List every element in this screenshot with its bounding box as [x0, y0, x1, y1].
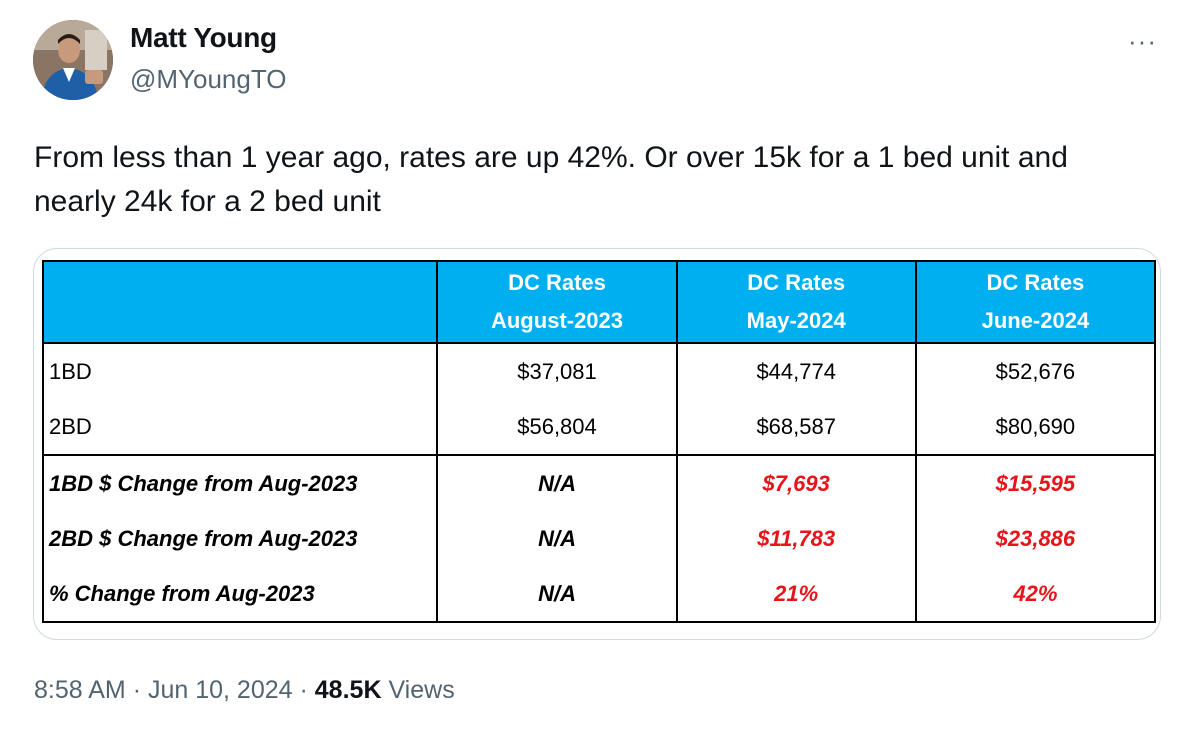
header-line1: DC Rates	[508, 270, 606, 295]
table-cell: $23,886	[914, 511, 1157, 566]
table-row: 2BD $ Change from Aug-2023 N/A $11,783 $…	[41, 511, 1157, 566]
table-row: 1BD $ Change from Aug-2023 N/A $7,693 $1…	[41, 454, 1157, 511]
tweet-meta: 8:58 AM · Jun 10, 2024 · 48.5K Views	[34, 676, 455, 705]
meta-separator: ·	[299, 676, 308, 704]
table-cell: N/A	[436, 566, 678, 623]
meta-separator: ·	[132, 676, 142, 704]
table-cell: N/A	[436, 454, 678, 511]
table-cell: $15,595	[914, 454, 1157, 511]
table-cell: 42%	[914, 566, 1157, 623]
header-cell-june-2024: DC Rates June-2024	[914, 260, 1157, 344]
row-label: % Change from Aug-2023	[41, 566, 439, 623]
row-label: 2BD $ Change from Aug-2023	[41, 511, 439, 566]
row-label: 1BD $ Change from Aug-2023	[41, 454, 439, 511]
tweet-date[interactable]: Jun 10, 2024	[147, 676, 293, 704]
table-row: 2BD $56,804 $68,587 $80,690	[41, 399, 1157, 455]
author-handle[interactable]: @MYoungTO	[130, 64, 287, 94]
table-row: % Change from Aug-2023 N/A 21% 42%	[41, 566, 1157, 623]
header-line1: DC Rates	[986, 270, 1085, 295]
table-cell: $52,676	[914, 343, 1157, 399]
author-name[interactable]: Matt Young	[130, 22, 277, 53]
header-line2: August-2023	[490, 308, 624, 333]
dc-rates-table: DC Rates August-2023 DC Rates May-2024 D…	[41, 260, 1157, 623]
avatar[interactable]	[33, 20, 113, 100]
table-row: 1BD $37,081 $44,774 $52,676	[41, 343, 1157, 399]
table-cell: $56,804	[436, 399, 678, 455]
views-label: Views	[388, 676, 455, 704]
table-cell: 21%	[675, 566, 917, 623]
tweet-text: From less than 1 year ago, rates are up …	[34, 141, 1068, 218]
tweet-media[interactable]: DC Rates August-2023 DC Rates May-2024 D…	[33, 248, 1161, 640]
more-options-icon[interactable]: ···	[1128, 26, 1157, 56]
table-cell: $11,783	[675, 511, 917, 566]
avatar-photo	[33, 20, 113, 100]
table-cell: $80,690	[914, 399, 1157, 455]
header-cell-label	[41, 260, 439, 344]
header-line1: DC Rates	[747, 270, 846, 295]
row-label: 2BD	[41, 399, 439, 455]
header-cell-may-2024: DC Rates May-2024	[675, 260, 917, 344]
header-cell-aug-2023: DC Rates August-2023	[436, 260, 678, 344]
header-line2: May-2024	[746, 308, 846, 333]
table-cell: $44,774	[675, 343, 917, 399]
tweet-time[interactable]: 8:58 AM	[34, 676, 126, 704]
header-line2: June-2024	[981, 308, 1090, 333]
table-header-row: DC Rates August-2023 DC Rates May-2024 D…	[41, 260, 1157, 344]
table-cell: N/A	[436, 511, 678, 566]
table-cell: $7,693	[675, 454, 917, 511]
views-count[interactable]: 48.5K	[314, 676, 382, 704]
table-cell: $68,587	[675, 399, 917, 455]
table-cell: $37,081	[436, 343, 678, 399]
row-label: 1BD	[41, 343, 439, 399]
